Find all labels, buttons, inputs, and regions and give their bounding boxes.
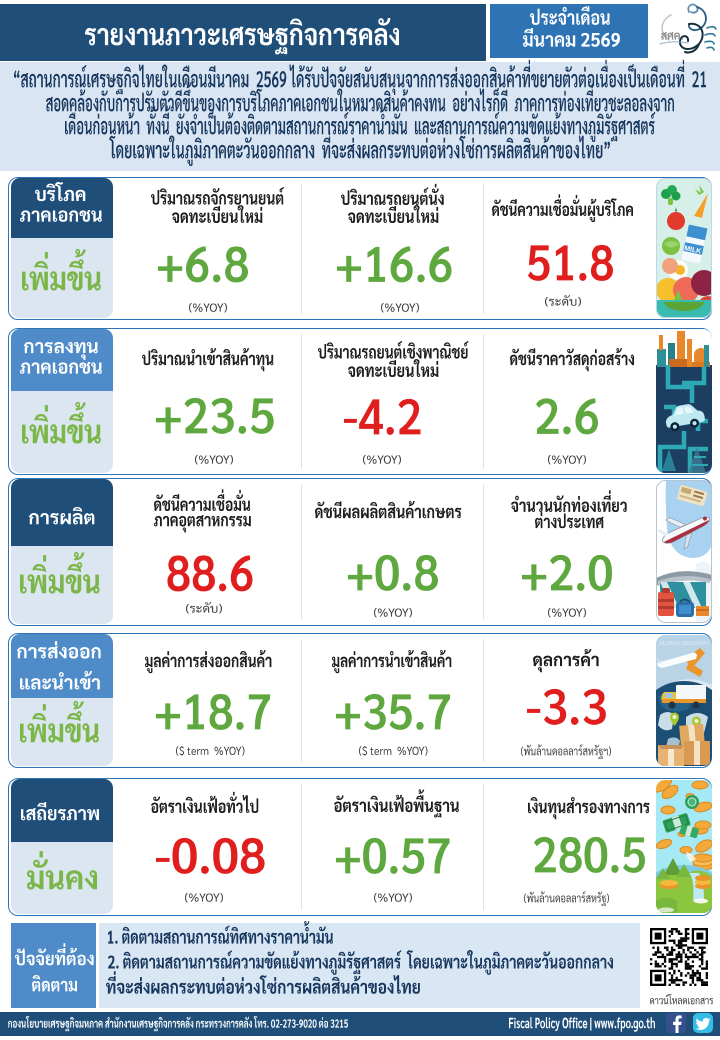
svg-text:GLOBAL DELIVERY: GLOBAL DELIVERY <box>659 641 710 647</box>
svg-text:MILK: MILK <box>684 245 702 255</box>
